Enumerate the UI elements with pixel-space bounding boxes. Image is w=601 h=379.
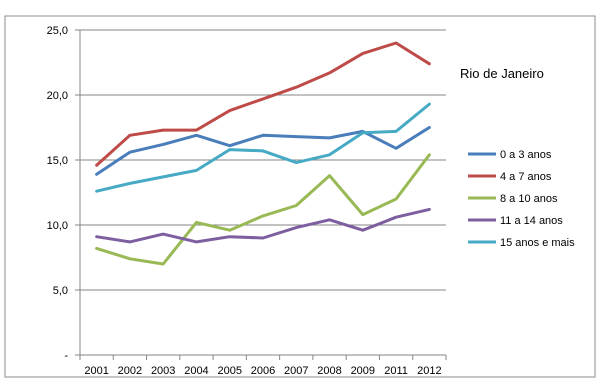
x-tick-labels: 2001 2002 2003 2004 2005 2006 2007 2008 2009 2011… [84,365,441,377]
x-tick-label: 2011 [384,365,408,377]
legend-item-1: 4 a 7 anos [468,171,552,183]
legend-item-2: 8 a 10 anos [468,193,558,205]
chart-title: Rio de Janeiro [460,66,544,81]
y-tick-label: - [64,350,68,362]
axes [75,29,447,360]
legend-item-0: 0 a 3 anos [468,149,552,161]
legend-label: 11 a 14 anos [500,215,563,227]
legend: 0 a 3 anos 4 a 7 anos 8 a 10 anos 11 a 14 a… [468,149,575,249]
legend-label: 4 a 7 anos [500,171,552,183]
y-tick-label: 5,0 [53,285,68,297]
y-tick-label: 15,0 [47,155,68,167]
legend-label: 0 a 3 anos [500,149,552,161]
x-tick-label: 2004 [184,365,208,377]
x-tick-label: 2008 [317,365,341,377]
x-tick-label: 2006 [251,365,275,377]
y-tick-label: 25,0 [47,25,68,37]
series-lines [95,41,431,266]
series-line-0 [95,126,431,176]
x-tick-label: 2002 [118,365,142,377]
y-tick-label: 20,0 [47,90,68,102]
series-line-4 [95,102,431,193]
gridlines [80,29,446,291]
x-tick-label: 2005 [217,365,241,377]
y-tick-label: 10,0 [47,220,68,232]
legend-item-4: 15 anos e mais [468,237,575,249]
legend-item-3: 11 a 14 anos [468,215,563,227]
series-line-3 [95,207,431,244]
x-tick-label: 2001 [84,365,108,377]
y-tick-labels: - 5,0 10,0 15,0 20,0 25,0 [47,25,69,362]
x-tick-label: 2003 [151,365,175,377]
x-tick-label: 2007 [284,365,308,377]
chart-frame [4,15,596,378]
x-tick-label: 2009 [351,365,375,377]
legend-label: 15 anos e mais [500,237,575,249]
legend-label: 8 a 10 anos [500,193,558,205]
x-tick-label: 2012 [417,365,441,377]
series-line-2 [95,153,431,266]
series-line-1 [95,41,431,167]
